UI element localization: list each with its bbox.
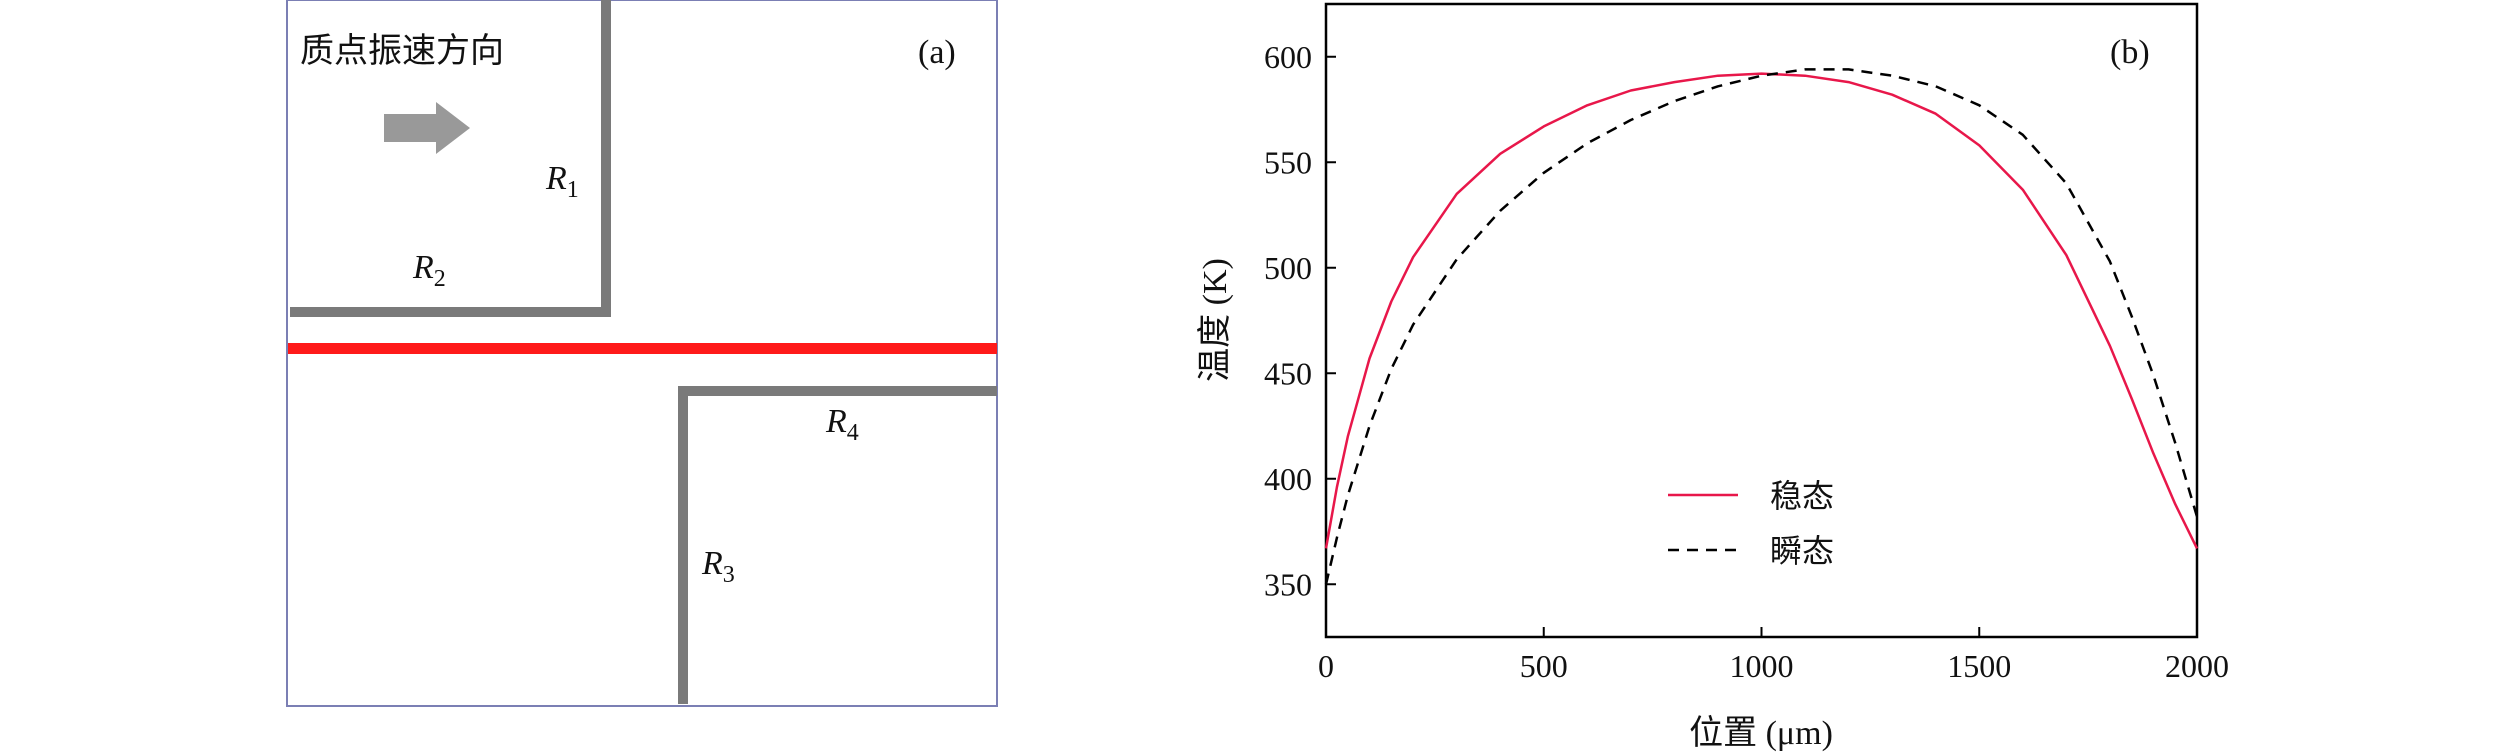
x-tick-label: 1000 bbox=[1730, 648, 1794, 684]
y-tick-label: 500 bbox=[1264, 250, 1312, 286]
y-tick-label: 450 bbox=[1264, 355, 1312, 391]
wall-r1-r2 bbox=[290, 0, 611, 317]
panel-a-label: (a) bbox=[918, 34, 956, 71]
region-label-r4: R4 bbox=[825, 403, 859, 446]
red-beam-line bbox=[288, 343, 997, 354]
direction-label: 质点振速方向 bbox=[300, 31, 504, 71]
region-label-r1: R1 bbox=[545, 160, 579, 203]
x-tick-label: 1500 bbox=[1947, 648, 2011, 684]
x-tick-label: 2000 bbox=[2165, 648, 2229, 684]
x-axis-label: 位置 (μm) bbox=[1689, 714, 1833, 752]
legend: 稳态 瞬态 bbox=[1668, 477, 1834, 570]
legend-label-steady: 稳态 bbox=[1770, 477, 1834, 515]
panel-b-label: (b) bbox=[2110, 34, 2150, 71]
series-line-steady bbox=[1324, 72, 2199, 549]
x-axis-ticks: 0 500 1000 1500 2000 bbox=[1318, 627, 2229, 684]
right-arrow-icon bbox=[384, 102, 470, 154]
wall-r3-r4 bbox=[678, 386, 997, 704]
x-tick-label: 500 bbox=[1520, 648, 1568, 684]
legend-label-transient: 瞬态 bbox=[1770, 532, 1834, 570]
y-axis-label: 温度 (K) bbox=[1196, 258, 1234, 382]
region-label-r3: R3 bbox=[701, 545, 735, 588]
plot-frame bbox=[1324, 2, 2199, 639]
series-layer bbox=[1324, 68, 2199, 585]
y-tick-label: 400 bbox=[1264, 461, 1312, 497]
y-tick-label: 600 bbox=[1264, 39, 1312, 75]
y-tick-label: 350 bbox=[1264, 566, 1312, 602]
x-tick-label: 0 bbox=[1318, 648, 1334, 684]
region-label-r2: R2 bbox=[412, 249, 446, 292]
y-axis-ticks: 350 400 450 500 550 600 bbox=[1264, 39, 1336, 602]
panel-a: 质点振速方向 (a) R1 R2 R3 R4 bbox=[286, 0, 998, 707]
series-line-transient bbox=[1324, 68, 2199, 585]
y-tick-label: 550 bbox=[1264, 144, 1312, 180]
